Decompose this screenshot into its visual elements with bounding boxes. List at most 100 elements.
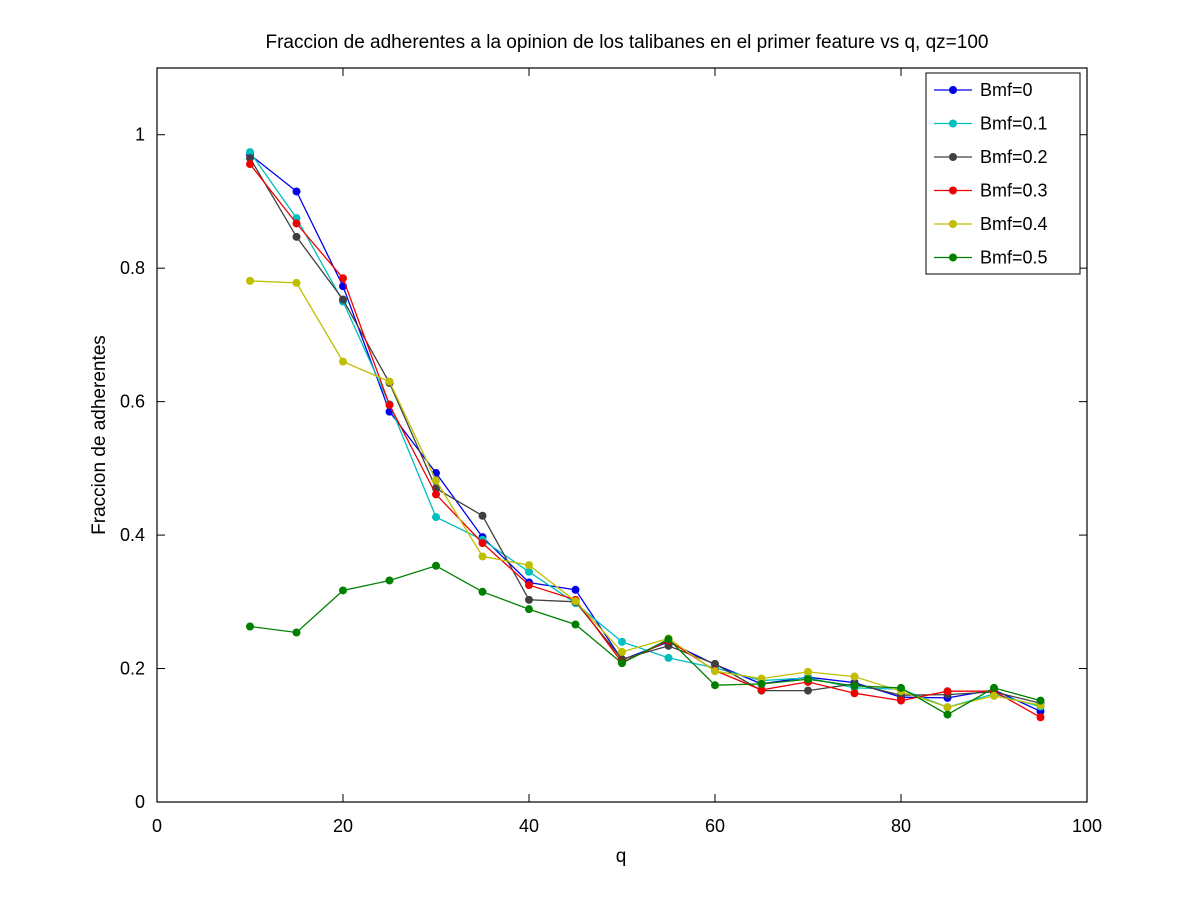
data-point [897, 683, 905, 692]
legend-swatch-marker [949, 186, 957, 195]
data-point [943, 710, 952, 719]
legend-swatch-marker [949, 119, 957, 128]
legend-entry: Bmf=0 [934, 80, 1033, 100]
x-tick-label: 20 [333, 816, 353, 836]
legend-entry: Bmf=0.4 [934, 214, 1048, 234]
data-point [664, 653, 673, 662]
data-point [432, 490, 440, 499]
legend-label: Bmf=0.4 [980, 214, 1048, 234]
data-point [246, 148, 254, 157]
data-point [292, 232, 301, 241]
series-layer [246, 148, 1045, 722]
data-point [571, 585, 580, 594]
x-tick-label: 0 [152, 816, 162, 836]
data-point [711, 659, 719, 668]
data-point [990, 683, 998, 692]
data-point [850, 672, 859, 681]
series-6 [246, 561, 1045, 719]
data-point [292, 628, 301, 637]
series-line [249, 157, 1041, 704]
x-tick-label: 40 [519, 816, 539, 836]
data-point [246, 276, 254, 285]
x-tick-labels: 0 20 40 60 80 100 [152, 816, 1102, 836]
y-tick-label: 0.2 [120, 659, 145, 679]
data-point [478, 587, 487, 596]
legend-label: Bmf=0.2 [980, 147, 1048, 167]
data-point [432, 476, 440, 485]
legend-label: Bmf=0.3 [980, 181, 1048, 201]
x-tick-label: 60 [705, 816, 725, 836]
data-point [292, 278, 301, 287]
data-point [525, 595, 533, 604]
data-point [478, 511, 487, 520]
y-tick-label: 0.6 [120, 392, 145, 412]
data-point [432, 513, 440, 522]
data-point [385, 377, 394, 386]
data-point [804, 675, 812, 684]
series-line [249, 565, 1041, 716]
data-point [478, 539, 487, 548]
data-point [339, 357, 347, 366]
data-point [943, 703, 952, 712]
data-point [850, 689, 859, 698]
data-point [525, 567, 533, 576]
data-point [478, 552, 487, 561]
data-point [292, 219, 301, 228]
legend-entry: Bmf=0.3 [934, 181, 1048, 201]
data-point [897, 696, 905, 705]
data-point [246, 154, 254, 163]
data-point [711, 681, 719, 690]
x-tick-label: 100 [1072, 816, 1102, 836]
data-point [525, 605, 533, 614]
data-point [339, 274, 347, 283]
legend-label: Bmf=0.5 [980, 248, 1048, 268]
data-point [618, 659, 626, 668]
chart-title: Fraccion de adherentes a la opinion de l… [266, 32, 989, 53]
x-axis-label: q [616, 846, 627, 867]
legend: Bmf=0 Bmf=0.1 Bmf=0.2 Bmf=0.3 Bmf=0.4 Bmf=0.5 [925, 72, 1081, 275]
data-point [618, 637, 626, 646]
legend-swatch-marker [949, 86, 957, 94]
data-point [525, 561, 533, 570]
data-point [246, 160, 254, 169]
data-point [850, 681, 859, 690]
axis-ticks [156, 68, 1088, 803]
legend-entry: Bmf=0.2 [934, 147, 1048, 167]
data-point [757, 679, 766, 688]
data-point [804, 667, 812, 676]
y-tick-label: 0.4 [120, 525, 145, 545]
legend-swatch-marker [949, 220, 957, 228]
data-point [1036, 696, 1045, 705]
data-point [385, 400, 394, 409]
legend-swatch-marker [949, 253, 957, 262]
data-point [1036, 713, 1045, 722]
legend-label: Bmf=0.1 [980, 114, 1048, 134]
legend-entry: Bmf=0.5 [934, 248, 1048, 268]
legend-box [925, 72, 1081, 275]
data-point [757, 685, 766, 694]
legend-swatch-marker [949, 153, 957, 161]
data-point [990, 691, 998, 700]
legend-label: Bmf=0 [980, 80, 1033, 100]
data-point [246, 622, 254, 631]
data-point [571, 620, 580, 629]
data-point [525, 581, 533, 590]
data-point [711, 667, 719, 676]
data-point [292, 187, 301, 196]
x-tick-label: 80 [891, 816, 911, 836]
series-line [249, 280, 1041, 708]
data-point [432, 561, 440, 570]
y-tick-label: 1 [135, 125, 145, 145]
data-point [943, 687, 952, 696]
y-tick-label: 0.8 [120, 258, 145, 278]
data-point [664, 635, 673, 644]
legend-entry: Bmf=0.1 [934, 114, 1048, 134]
data-point [339, 586, 347, 595]
data-point [804, 686, 812, 695]
data-point [385, 576, 394, 585]
data-point [339, 295, 347, 304]
data-point [571, 597, 580, 606]
y-tick-label: 0 [135, 792, 145, 812]
y-tick-labels: 0 0.2 0.4 0.6 0.8 1 [120, 125, 145, 812]
